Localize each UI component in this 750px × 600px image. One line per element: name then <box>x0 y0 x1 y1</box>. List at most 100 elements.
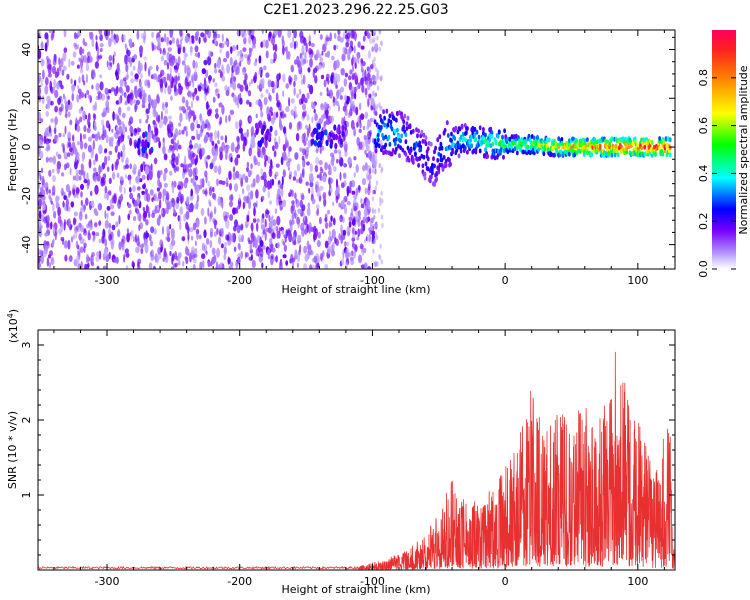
noise-speckle <box>54 89 59 99</box>
noise-speckle <box>113 51 116 57</box>
ridge-point <box>502 154 505 160</box>
noise-speckle <box>296 262 299 268</box>
noise-speckle <box>310 172 314 183</box>
noise-speckle <box>368 180 371 185</box>
noise-speckle <box>237 242 241 250</box>
noise-speckle <box>114 145 118 153</box>
ridge-point <box>433 149 436 155</box>
noise-speckle <box>85 254 90 264</box>
noise-speckle <box>327 248 331 254</box>
noise-speckle <box>318 64 322 70</box>
feature-blob <box>327 135 331 142</box>
noise-speckle <box>249 30 252 37</box>
noise-speckle <box>188 113 191 123</box>
noise-speckle <box>374 169 377 175</box>
noise-speckle <box>190 122 195 132</box>
noise-speckle <box>178 106 182 111</box>
noise-speckle <box>90 149 94 159</box>
noise-speckle <box>202 33 207 43</box>
noise-speckle <box>289 41 294 49</box>
noise-speckle <box>67 137 71 142</box>
ridge-point <box>560 144 564 150</box>
noise-speckle <box>230 156 233 163</box>
noise-speckle <box>53 210 56 219</box>
noise-speckle <box>88 158 92 169</box>
ridge-point <box>418 140 422 146</box>
noise-speckle <box>147 79 150 86</box>
noise-speckle <box>353 206 358 211</box>
spectrogram-frame <box>37 29 676 270</box>
noise-speckle <box>124 80 127 88</box>
ridge-point <box>402 125 406 130</box>
noise-speckle <box>252 218 257 223</box>
noise-speckle <box>345 41 350 48</box>
noise-speckle <box>325 119 328 125</box>
noise-speckle <box>364 87 368 96</box>
noise-speckle <box>86 172 89 181</box>
noise-speckle <box>49 86 53 93</box>
noise-speckle <box>166 123 171 133</box>
ridge-point <box>515 150 519 156</box>
noise-speckle <box>196 124 201 129</box>
noise-speckle <box>359 243 364 250</box>
noise-speckle <box>50 221 53 230</box>
noise-speckle <box>159 47 162 55</box>
noise-speckle <box>305 146 309 155</box>
ridge-point <box>377 143 381 149</box>
noise-speckle <box>70 201 75 208</box>
ridge-point <box>598 143 602 149</box>
ridge-point <box>450 131 453 137</box>
noise-speckle <box>177 251 182 259</box>
noise-speckle <box>163 33 167 43</box>
noise-speckle <box>74 173 80 182</box>
noise-speckle <box>301 204 306 212</box>
noise-speckle <box>195 61 198 69</box>
noise-speckle <box>104 185 108 194</box>
ridge-point <box>384 142 388 148</box>
noise-speckle <box>145 204 149 214</box>
noise-speckle <box>112 54 115 65</box>
noise-speckle <box>167 47 172 52</box>
noise-speckle <box>250 136 255 147</box>
noise-speckle <box>156 187 160 192</box>
noise-speckle <box>347 156 352 166</box>
ridge-point <box>494 140 498 146</box>
noise-speckle <box>46 55 49 62</box>
noise-speckle <box>304 253 309 262</box>
noise-speckle <box>323 79 327 88</box>
noise-speckle <box>120 89 124 95</box>
noise-speckle <box>70 78 73 85</box>
noise-speckle <box>132 99 137 105</box>
noise-speckle <box>217 196 221 206</box>
noise-speckle <box>367 97 370 108</box>
noise-speckle <box>173 141 177 151</box>
noise-speckle <box>301 155 305 161</box>
noise-speckle <box>355 85 359 91</box>
noise-speckle <box>247 54 250 61</box>
noise-speckle <box>173 209 177 215</box>
noise-speckle <box>151 31 155 39</box>
ridge-point <box>418 156 422 161</box>
noise-speckle <box>381 166 384 172</box>
noise-speckle <box>157 205 160 211</box>
feature-blob <box>313 127 317 134</box>
noise-speckle <box>250 232 255 242</box>
ridge-point <box>419 147 423 153</box>
noise-speckle <box>269 178 273 189</box>
noise-speckle <box>292 234 296 243</box>
noise-speckle <box>244 31 247 38</box>
noise-speckle <box>304 124 308 130</box>
noise-speckle <box>107 66 112 71</box>
noise-speckle <box>45 221 50 230</box>
noise-speckle <box>293 80 296 88</box>
noise-speckle <box>357 54 360 64</box>
noise-speckle <box>378 46 381 52</box>
noise-speckle <box>144 243 149 254</box>
noise-speckle <box>80 261 83 269</box>
noise-speckle <box>331 55 335 61</box>
noise-speckle <box>113 258 117 263</box>
noise-speckle <box>163 182 168 188</box>
noise-speckle <box>322 192 327 200</box>
noise-speckle <box>184 256 188 261</box>
noise-speckle <box>313 255 318 263</box>
